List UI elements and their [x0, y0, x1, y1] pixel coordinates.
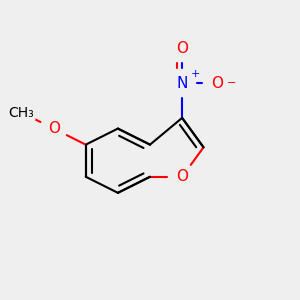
Text: −: − — [227, 78, 236, 88]
Text: O: O — [211, 76, 223, 91]
Text: +: + — [191, 69, 200, 79]
Text: O: O — [176, 41, 188, 56]
Text: O: O — [176, 169, 188, 184]
Text: CH₃: CH₃ — [9, 106, 34, 119]
Text: O: O — [48, 121, 60, 136]
Text: N: N — [176, 76, 188, 91]
